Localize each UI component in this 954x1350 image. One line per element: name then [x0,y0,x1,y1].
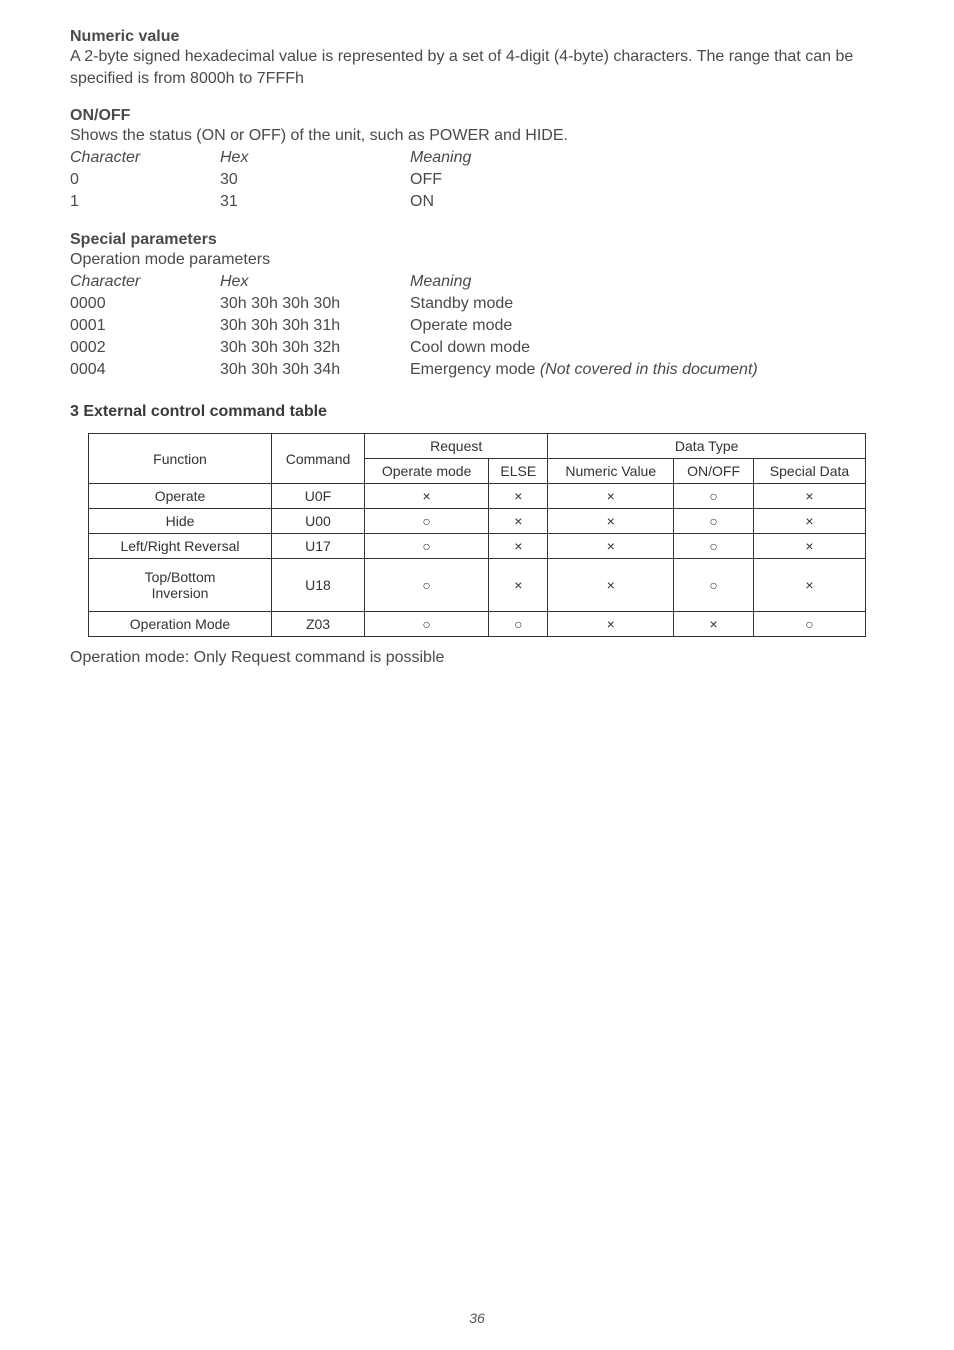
mark-cell: ○ [365,612,489,637]
special-header-row: Character Hex Meaning [70,271,884,293]
th-else: ELSE [489,459,548,484]
mark-cell: × [489,559,548,612]
special-row: 000130h 30h 30h 31hOperate mode [70,315,884,337]
mark-cell: × [548,534,674,559]
mark-cell: ○ [674,559,754,612]
mark-cell: × [548,559,674,612]
mark-cell: × [753,484,865,509]
special-cell: 30h 30h 30h 30h [220,293,410,315]
fn-cell: Operate [89,484,272,509]
numeric-heading: Numeric value [70,28,884,46]
table-section-heading: 3 External control command table [70,403,884,421]
mark-cell: ○ [674,534,754,559]
special-hdr-meaning: Meaning [410,271,884,293]
mark-cell: × [489,534,548,559]
th-command: Command [272,434,365,484]
mark-cell: ○ [674,509,754,534]
page-number: 36 [0,1310,954,1326]
special-meaning: Standby mode [410,295,513,312]
special-meaning: Operate mode [410,317,512,334]
onoff-row: 030OFF [70,169,884,191]
onoff-header-row: Character Hex Meaning [70,147,884,169]
table-row: Left/Right ReversalU17○××○× [89,534,866,559]
table-row: Top/BottomInversionU18○××○× [89,559,866,612]
table-row: HideU00○××○× [89,509,866,534]
special-meaning: Emergency mode [410,361,540,378]
special-meaning: Cool down mode [410,339,530,356]
onoff-hdr-meaning: Meaning [410,147,884,169]
mark-cell: × [489,484,548,509]
onoff-cell: 30 [220,169,410,191]
th-onoff: ON/OFF [674,459,754,484]
onoff-row: 131ON [70,191,884,213]
command-table: Function Command Request Data Type Opera… [88,433,866,637]
special-cell: Emergency mode (Not covered in this docu… [410,359,884,381]
onoff-cell: 31 [220,191,410,213]
mark-cell: ○ [753,612,865,637]
th-request: Request [365,434,548,459]
cmd-cell: U17 [272,534,365,559]
onoff-cell: ON [410,191,884,213]
onoff-heading: ON/OFF [70,107,884,125]
special-row: 000230h 30h 30h 32hCool down mode [70,337,884,359]
onoff-cell: 0 [70,169,220,191]
fn-cell: Top/BottomInversion [89,559,272,612]
mark-cell: × [674,612,754,637]
special-cell: 30h 30h 30h 31h [220,315,410,337]
special-cell: 0002 [70,337,220,359]
cmd-cell: U00 [272,509,365,534]
special-hdr-hex: Hex [220,271,410,293]
onoff-hdr-hex: Hex [220,147,410,169]
special-cell: Operate mode [410,315,884,337]
onoff-hdr-character: Character [70,147,220,169]
mark-cell: × [548,484,674,509]
onoff-intro: Shows the status (ON or OFF) of the unit… [70,125,884,147]
mark-cell: × [753,559,865,612]
mark-cell: × [548,509,674,534]
th-special: Special Data [753,459,865,484]
special-cell: 0004 [70,359,220,381]
special-heading: Special parameters [70,231,884,249]
mark-cell: ○ [365,534,489,559]
fn-cell: Left/Right Reversal [89,534,272,559]
table-row: OperateU0F×××○× [89,484,866,509]
special-cell: Cool down mode [410,337,884,359]
th-operate: Operate mode [365,459,489,484]
onoff-cell: 1 [70,191,220,213]
fn-cell: Operation Mode [89,612,272,637]
table-footer: Operation mode: Only Request command is … [70,647,884,669]
special-cell: 0000 [70,293,220,315]
th-datatype: Data Type [548,434,866,459]
mark-cell: × [489,509,548,534]
special-cell: Standby mode [410,293,884,315]
special-row: 000430h 30h 30h 34hEmergency mode (Not c… [70,359,884,381]
fn-cell: Hide [89,509,272,534]
mark-cell: ○ [365,559,489,612]
special-cell: 30h 30h 30h 34h [220,359,410,381]
mark-cell: ○ [674,484,754,509]
th-numeric: Numeric Value [548,459,674,484]
onoff-cell: OFF [410,169,884,191]
special-cell: 0001 [70,315,220,337]
cmd-cell: Z03 [272,612,365,637]
special-sub: Operation mode parameters [70,249,884,271]
special-row: 000030h 30h 30h 30hStandby mode [70,293,884,315]
table-row: Operation ModeZ03○○××○ [89,612,866,637]
cmd-cell: U0F [272,484,365,509]
mark-cell: × [753,534,865,559]
th-function: Function [89,434,272,484]
mark-cell: × [548,612,674,637]
mark-cell: ○ [365,509,489,534]
cmd-cell: U18 [272,559,365,612]
mark-cell: × [753,509,865,534]
special-note: (Not covered in this document) [540,361,758,378]
mark-cell: × [365,484,489,509]
special-hdr-character: Character [70,271,220,293]
mark-cell: ○ [489,612,548,637]
special-cell: 30h 30h 30h 32h [220,337,410,359]
numeric-body: A 2-byte signed hexadecimal value is rep… [70,46,884,89]
